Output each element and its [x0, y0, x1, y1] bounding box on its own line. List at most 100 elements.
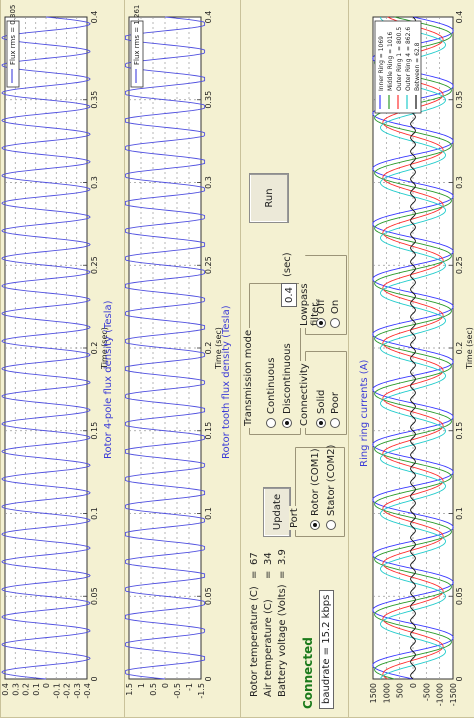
connectivity-solid-radio[interactable]: Solid [316, 390, 327, 428]
time-tick-label: 0.1 [204, 507, 213, 520]
ring-currents-chart: 0 0.05 0.1 0.15 0.2 0.25 0.3 0.35 0.4 Time (sec) 1… [369, 11, 474, 707]
connectivity-poor-dot [330, 418, 340, 428]
time-tick-label: 0.35 [204, 91, 213, 109]
connectivity-solid-dot [316, 418, 326, 428]
continuous-label: Continuous [266, 357, 277, 414]
port-stator-label: Stator (COM2) [326, 444, 337, 516]
lowpass-on-radio[interactable]: On [330, 300, 341, 328]
time-tick-label: 0.2 [204, 342, 213, 355]
continuous-radio[interactable]: Continuous [266, 358, 277, 428]
time-axis-label: Time (sec) [214, 327, 223, 370]
value-tick-label: 1.5 [125, 683, 134, 696]
time-tick-label: 0.3 [90, 176, 99, 189]
time-tick-label: 0.05 [204, 587, 213, 605]
value-tick-label: 0.5 [149, 683, 158, 696]
lowpass-group: Lowpass filter Off On [299, 255, 347, 335]
time-tick-label: 0.4 [204, 11, 213, 24]
time-axis-label: Time (sec) [465, 327, 474, 370]
lowpass-off-radio[interactable]: Off [316, 299, 327, 328]
value-tick-label: 0.1 [32, 683, 41, 696]
legend-box [6, 20, 20, 88]
rotor-tooth-title: Rotor tooth flux density (Tesla) [221, 305, 232, 459]
legend-entry: Outer Ring 4 = 862.6 [405, 27, 412, 91]
time-tick-label: 0.35 [90, 91, 99, 109]
time-tick-label: 0.15 [204, 422, 213, 440]
value-tick-label: -1500 [449, 683, 458, 706]
time-tick-label: 0.15 [90, 422, 99, 440]
connectivity-poor-radio[interactable]: Poor [330, 392, 341, 428]
run-button[interactable]: Run [249, 173, 289, 223]
connection-status: Connected [301, 637, 315, 709]
time-tick-label: 0.05 [455, 587, 464, 605]
value-tick-label: -1.5 [197, 683, 206, 699]
discontinuous-dot [282, 418, 292, 428]
ring-currents-title: Ring ring currents (A) [359, 359, 370, 467]
interval-input[interactable]: 0.4 [281, 283, 297, 307]
lowpass-on-label: On [330, 299, 341, 314]
baudrate-readout: baudrate = 15.2 kbps [319, 589, 334, 709]
rotor-tooth-panel: 0 0.05 0.1 0.15 0.2 0.25 0.3 0.35 0.4 Time (sec) 1… [124, 0, 242, 718]
time-tick-label: 0.1 [90, 507, 99, 520]
port-rotor-radio[interactable]: Rotor (COM1) [310, 448, 321, 530]
series-line [374, 16, 452, 680]
transmission-title: Transmission mode [243, 327, 254, 428]
legend-box [374, 20, 422, 114]
time-tick-label: 0 [90, 676, 99, 681]
port-stator-dot [326, 520, 336, 530]
legend-entry: Flux rms = 1.261 [133, 5, 141, 65]
time-tick-label: 0.2 [455, 342, 464, 355]
value-tick-label: 0.4 [1, 683, 10, 696]
time-tick-label: 0.15 [455, 422, 464, 440]
lowpass-off-label: Off [316, 299, 327, 314]
rotor-4pole-panel: 0 0.05 0.1 0.15 0.2 0.25 0.3 0.35 0.4 Time (sec) 0… [0, 0, 126, 718]
time-tick-label: 0.4 [455, 11, 464, 24]
time-axis-label: Time (sec) [100, 327, 109, 370]
time-tick-label: 0.1 [455, 507, 464, 520]
time-tick-label: 0.3 [204, 176, 213, 189]
value-tick-label: -0.2 [63, 683, 72, 699]
time-tick-label: 0 [204, 676, 213, 681]
legend-entry: Outer Ring 1 = 800.5 [396, 27, 403, 91]
time-tick-label: 0 [455, 676, 464, 681]
series-line [410, 16, 416, 680]
value-tick-label: -1000 [436, 683, 445, 706]
legend-box [130, 20, 144, 88]
connectivity-title: Connectivity [299, 361, 310, 428]
rotor-temp-label: Rotor temperature (C) [249, 586, 260, 697]
legend-entry: Middle Ring = 1016 [387, 32, 394, 91]
value-tick-label: 0.3 [11, 683, 20, 696]
rotor-4pole-title: Rotor 4-pole flux density (Tesla) [103, 300, 114, 459]
value-tick-label: -0.1 [52, 683, 61, 699]
discontinuous-label: Discontinuous [282, 343, 293, 414]
rotor-tooth-chart: 0 0.05 0.1 0.15 0.2 0.25 0.3 0.35 0.4 Time (sec) 1… [124, 5, 223, 699]
discontinuous-radio[interactable]: Discontinuous [282, 343, 293, 428]
time-tick-label: 0.4 [90, 11, 99, 24]
port-rotor-dot [310, 520, 320, 530]
update-button[interactable]: Update [263, 487, 291, 537]
value-tick-label: 0 [409, 683, 418, 688]
time-tick-label: 0.25 [455, 256, 464, 274]
battery-eq: = [277, 570, 288, 579]
series-line [124, 16, 206, 680]
battery-label: Battery voltage (Volts) [277, 584, 288, 697]
air-temp-label: Air temperature (C) [263, 599, 274, 697]
ring-currents-panel: 0 0.05 0.1 0.15 0.2 0.25 0.3 0.35 0.4 Time (sec) 1… [348, 0, 474, 718]
continuous-dot [266, 418, 276, 428]
connectivity-solid-label: Solid [316, 389, 327, 414]
lowpass-on-dot [330, 318, 340, 328]
value-tick-label: 0.2 [22, 683, 31, 696]
lowpass-off-dot [316, 318, 326, 328]
series-line [1, 16, 91, 680]
port-title: Port [289, 506, 300, 530]
value-tick-label: -0.3 [73, 683, 82, 699]
legend-entry: Between = 62.8 [414, 42, 421, 91]
connectivity-group: Connectivity Solid Poor [299, 351, 347, 435]
value-tick-label: 500 [396, 683, 405, 698]
series-line [380, 16, 446, 680]
value-tick-label: 0 [161, 683, 170, 688]
port-stator-radio[interactable]: Stator (COM2) [326, 445, 337, 530]
air-temp-eq: = [263, 570, 274, 579]
controls-panel: Rotor temperature (C) = 67 Air temperatu… [240, 0, 350, 718]
value-tick-label: -0.5 [173, 683, 182, 699]
value-tick-label: -0.4 [83, 683, 92, 699]
